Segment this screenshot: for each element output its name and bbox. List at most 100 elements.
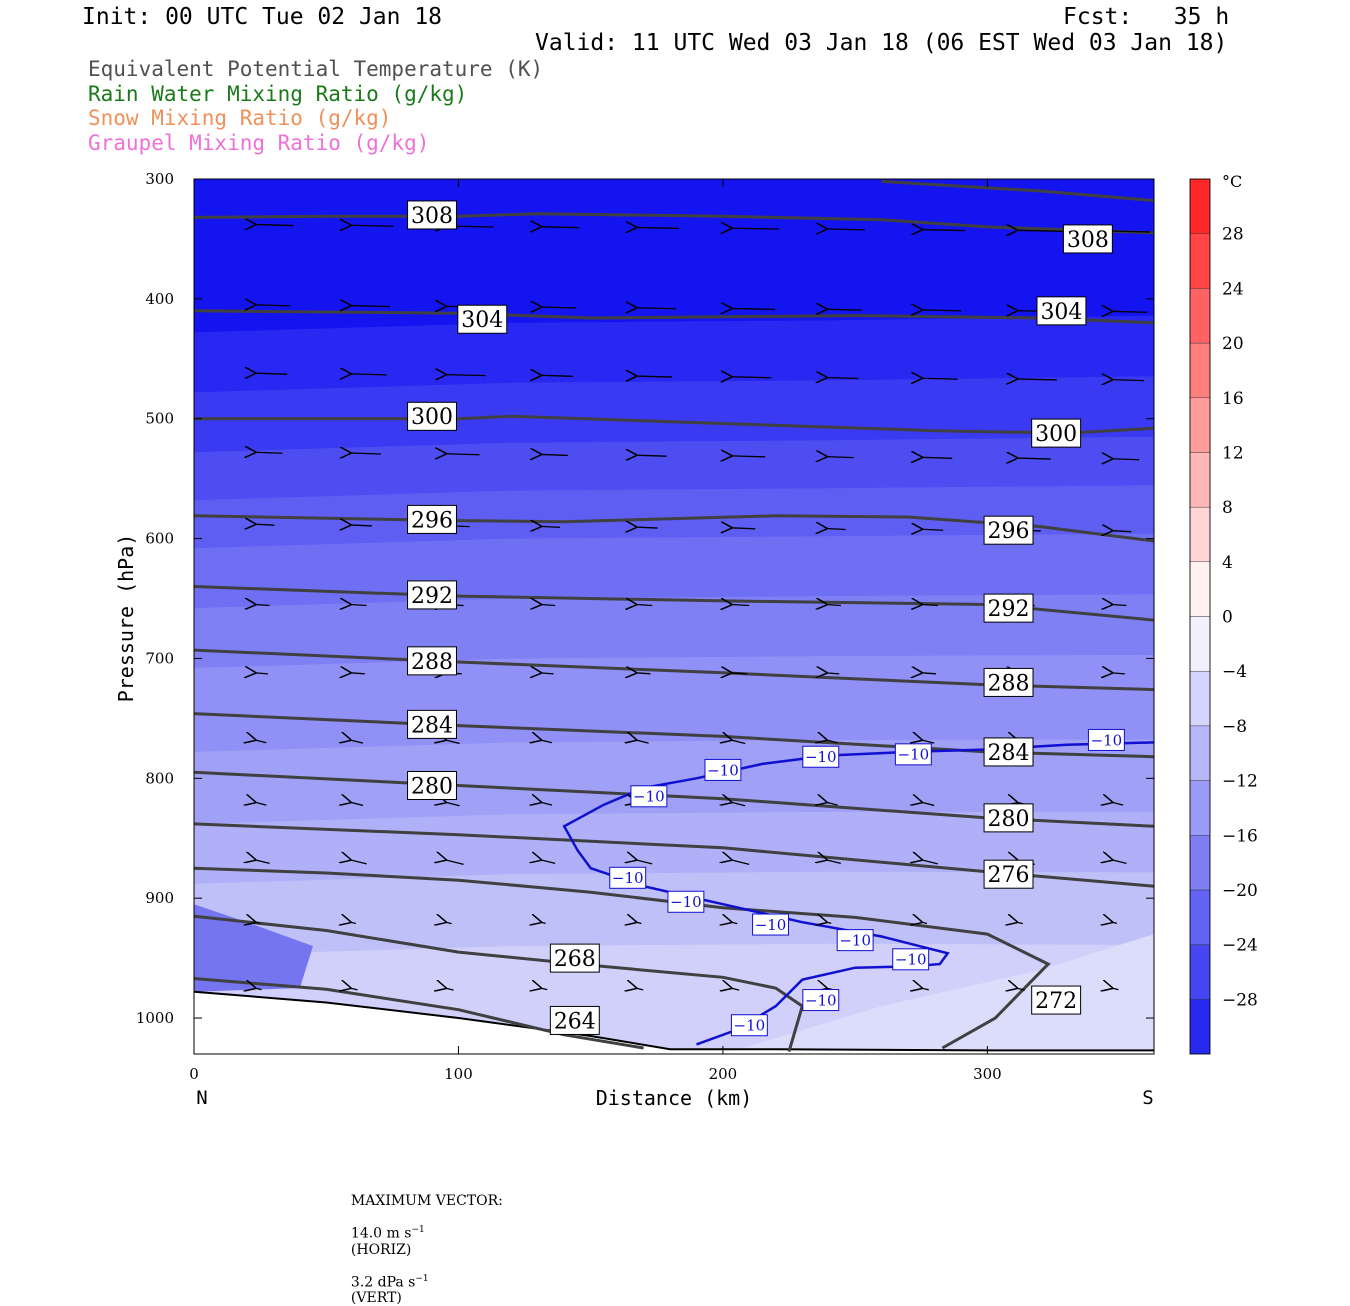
wind-vector: [636, 376, 673, 377]
wind-vector: [350, 988, 358, 990]
contour-label-box: [407, 200, 457, 230]
wind-vector: [636, 455, 667, 456]
contour-label-box: [1036, 296, 1087, 326]
wind-vector: [446, 802, 460, 807]
wind-vector: [636, 860, 653, 865]
wind-vector: [731, 922, 738, 924]
wind-vector: [255, 922, 261, 923]
wind-vector: [922, 922, 928, 923]
colorbar-band: [1189, 233, 1211, 289]
colorbar-band: [1189, 288, 1211, 344]
wind-vector: [636, 922, 642, 923]
wind-vector: [1112, 605, 1127, 606]
contour-label-text: −10: [805, 991, 837, 1009]
wind-vector: [826, 860, 841, 865]
contour-label-box: [1031, 985, 1082, 1015]
wind-vector: [731, 740, 746, 745]
theta-e-contour: [194, 822, 1154, 888]
contour-label-text: 308: [1067, 228, 1109, 253]
colorbar-tick-label: −8: [1222, 717, 1247, 737]
contour-label: 264: [549, 1005, 600, 1035]
contour-label-text: 292: [411, 584, 453, 609]
contour-label-text: 284: [988, 741, 1030, 766]
wind-vector: [826, 377, 859, 378]
wind-vector: [255, 373, 288, 374]
wind-vector: [255, 524, 275, 525]
legend-theta-e: Equivalent Potential Temperature (K): [88, 57, 544, 81]
contour-label: −10: [667, 890, 705, 913]
wind-vector: [922, 605, 938, 606]
contour-label: 304: [1036, 296, 1087, 326]
contour-label: −10: [802, 989, 840, 1012]
wind-vector: [731, 802, 746, 807]
contour-label: 284: [983, 737, 1034, 767]
wind-vector: [1112, 311, 1148, 312]
wind-vector: [350, 673, 365, 674]
contour-label: 272: [1031, 985, 1082, 1015]
contour-label-text: −10: [839, 932, 871, 950]
wind-vector: [541, 526, 561, 527]
wind-vector: [636, 673, 651, 674]
contour-label: −10: [892, 948, 930, 971]
contour-label-box: [630, 785, 668, 808]
contour-label-box: [836, 929, 874, 952]
colorbar-band: [1189, 452, 1211, 508]
wind-vector: [636, 308, 676, 309]
contour-label-text: −10: [755, 916, 787, 934]
colorbar-frame: [1189, 178, 1211, 1055]
legend-graupel: Graupel Mixing Ratio (g/kg): [88, 131, 430, 155]
colorbar-tick-label: 0: [1222, 608, 1233, 628]
colorbar-band: [1189, 397, 1211, 453]
contour-label-box: [549, 1005, 600, 1035]
wind-vector: [636, 988, 644, 990]
contour-label: 296: [407, 504, 457, 534]
colorbar-band: [1189, 944, 1211, 1000]
wind-vector: [826, 605, 841, 606]
contour-label-text: −10: [612, 869, 644, 887]
forecast-hour: Fcst: 35 h: [1063, 4, 1230, 30]
wind-vector: [541, 988, 548, 990]
contour-label-text: 308: [411, 204, 453, 229]
contour-label: −10: [836, 929, 874, 952]
contour-label-box: [704, 758, 742, 781]
contour-label-box: [892, 948, 930, 971]
contour-label-box: [983, 737, 1034, 767]
wind-vector: [826, 740, 838, 743]
contour-label-box: [983, 803, 1034, 833]
colorbar-band: [1189, 561, 1211, 617]
wind-vector: [350, 453, 381, 454]
wind-vector: [350, 306, 390, 307]
wind-vector: [922, 988, 929, 990]
wind-vector: [541, 605, 556, 606]
contour-label-box: [983, 667, 1034, 697]
wind-vector: [350, 922, 356, 923]
y-tick-label: 600: [145, 530, 174, 548]
contour-label-box: [549, 943, 600, 973]
x-tick-label: 300: [973, 1065, 1002, 1083]
max-vector-vert-tag: (VERT): [350, 1290, 402, 1306]
valid-time: Valid: 11 UTC Wed 03 Jan 18 (06 EST Wed …: [535, 30, 1228, 56]
colorbar-tick-label: −20: [1222, 881, 1258, 901]
theta-e-contour: [194, 866, 1051, 1050]
theta-e-contour: [194, 212, 1154, 235]
contour-label-text: 280: [988, 807, 1030, 832]
colorbar-band: [1189, 506, 1211, 563]
wind-vector: [255, 860, 270, 865]
wind-vector: [1112, 922, 1117, 923]
wind-vector: [446, 988, 454, 990]
colorbar-band: [1189, 725, 1211, 781]
colorbar-tick-label: 4: [1222, 553, 1233, 573]
wind-vector: [255, 225, 294, 226]
contour-label-text: 304: [1040, 300, 1082, 325]
wind-vector: [826, 922, 832, 923]
contour-label-text: 296: [988, 519, 1030, 544]
wind-vector: [541, 307, 576, 308]
colorbar-band: [1189, 835, 1211, 891]
contour-label: 280: [983, 803, 1034, 833]
contour-label: −10: [609, 866, 647, 889]
contour-label: 284: [407, 709, 457, 739]
wind-vector: [1112, 673, 1125, 674]
wind-vector: [636, 605, 653, 606]
colorbar-band: [1189, 780, 1211, 836]
